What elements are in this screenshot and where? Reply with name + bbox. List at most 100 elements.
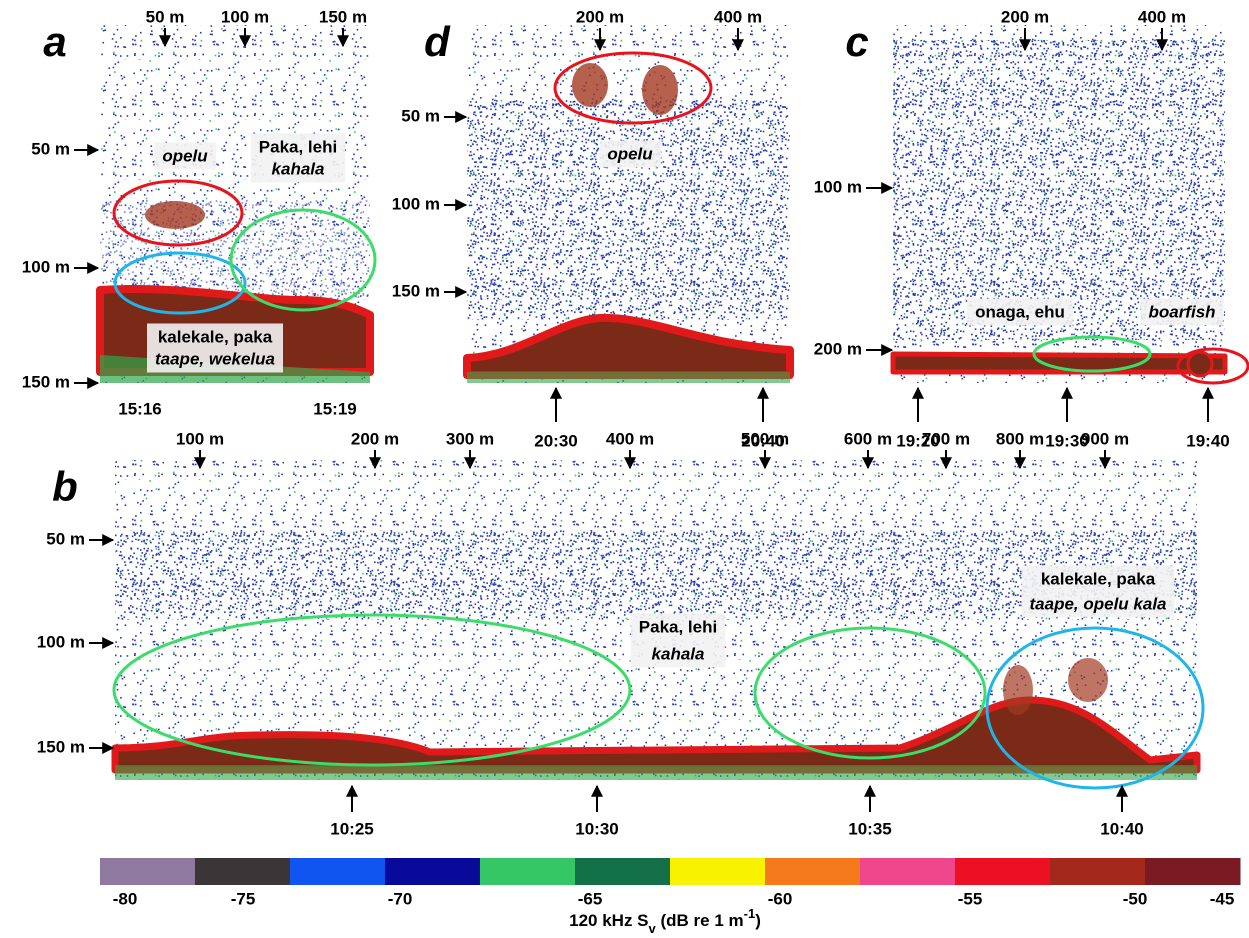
colorbar-tick: -55 [958,889,983,908]
echogram-band [115,530,1197,620]
colorbar-segment [860,858,956,885]
time-label: 10:30 [575,819,618,838]
panel-label: d [424,18,451,65]
highlight-ellipse [985,626,1205,790]
colorbar-segment [670,858,766,885]
annotation: onaga, ehu [975,302,1065,321]
colorbar-label-part: v [649,921,657,933]
colorbar-tick: -50 [1123,889,1148,908]
colorbar-segment [100,858,196,885]
distance-label: 400 m [606,429,654,448]
time-label: 20:30 [534,431,577,450]
colorbar-segment [1145,858,1241,885]
annotation: Paka, lehi [639,617,717,636]
echogram-band [467,100,790,320]
schools [145,63,1108,715]
distance-label: 800 m [996,429,1044,448]
highlight-ellipse [553,51,713,125]
highlight-ellipse [1032,335,1152,373]
distance-label: 900 m [1081,429,1129,448]
colorbar-tick: -80 [113,889,138,908]
time-label: 10:35 [848,819,891,838]
ellipses [112,51,1249,790]
time-label: 19:30 [1045,431,1088,450]
panel-label: a [43,18,66,65]
time-label: 19:40 [1186,431,1229,450]
distance-label: 600 m [844,429,892,448]
colorbar-label-part: 120 kHz S [569,911,648,930]
annotation-box [630,613,726,668]
annotation-box [599,140,662,168]
annotation: opelu [162,146,208,165]
time-label: 10:40 [1100,819,1143,838]
annotation: kahala [272,159,325,178]
panel-label: b [52,463,78,510]
colorbar-segment [195,858,291,885]
annotation: Paka, lehi [259,137,337,156]
echograms [96,25,1228,780]
depth-label: 50 m [401,106,440,125]
colorbar: -80 -75 -70 -65 -60 -55 -50 -45 120 kHz Sv (dB r… [100,858,1241,936]
echogram-band [100,200,370,300]
colorbar-label-part: ) [755,911,761,930]
highlight-ellipse [753,626,987,760]
colorbar-segment [575,858,671,885]
annotation: boarfish [1148,302,1215,321]
distance-label: 200 m [1001,7,1049,26]
depth-label: 150 m [22,372,70,391]
annotation-box [1140,298,1224,326]
depth-label: 50 m [46,529,85,548]
time-label: 15:16 [118,399,161,418]
annotation: kalekale, paka [1041,569,1156,588]
annotation-box [154,142,217,170]
panel-label: c [845,18,868,65]
depth-label: 50 m [31,139,70,158]
depth-label: 100 m [814,177,862,196]
annotation: kalekale, paka [158,327,273,346]
colorbar-tick: -75 [231,889,256,908]
highlight-ellipse [1176,347,1249,385]
colorbar-segment [1050,858,1146,885]
colorbar-segment [955,858,1051,885]
colorbar-segment [765,858,861,885]
distance-label: 100 m [176,429,224,448]
annotation: taape, opelu kala [1030,594,1167,613]
annotation-box [250,133,346,183]
time-label: 10:25 [330,819,373,838]
labels: a 50 m 100 m 150 m 50 m 100 m 150 m 15:16 15:19 o… [22,7,1230,838]
annotation: kahala [652,644,705,663]
depth-label: 150 m [37,737,85,756]
colorbar-segment [290,858,386,885]
distance-label: 400 m [1138,7,1186,26]
colorbar-label: 120 kHz Sv (dB re 1 m-1) [569,906,761,933]
colorbar-label-part: -1 [744,906,756,921]
highlight-ellipse [229,208,377,312]
annotation-box [967,298,1073,326]
distance-label: 200 m [351,429,399,448]
annotation-box [1021,565,1175,618]
colorbar-tick: -60 [768,889,793,908]
time-label: 15:19 [313,399,356,418]
distance-label: 50 m [146,7,185,26]
colorbar-tick: -65 [578,889,603,908]
annotation: opelu [607,144,653,163]
highlight-ellipse [112,613,632,767]
colorbar-segment [480,858,576,885]
depth-label: 100 m [37,632,85,651]
colorbar-segment [385,858,481,885]
colorbar-tick: -45 [1210,889,1235,908]
colorbar-label-part: (dB re 1 m [656,911,744,930]
annotation: taape, wekelua [155,349,275,368]
distance-label: 300 m [446,429,494,448]
time-label: 19:20 [896,431,939,450]
distance-label: 200 m [576,7,624,26]
annotation-box [146,323,284,373]
distance-label: 500 m [741,429,789,448]
depth-label: 100 m [392,194,440,213]
distance-label: 400 m [714,7,762,26]
highlight-ellipse [113,251,247,315]
depth-label: 150 m [392,281,440,300]
distance-label: 700 m [922,429,970,448]
distance-label: 150 m [319,7,367,26]
